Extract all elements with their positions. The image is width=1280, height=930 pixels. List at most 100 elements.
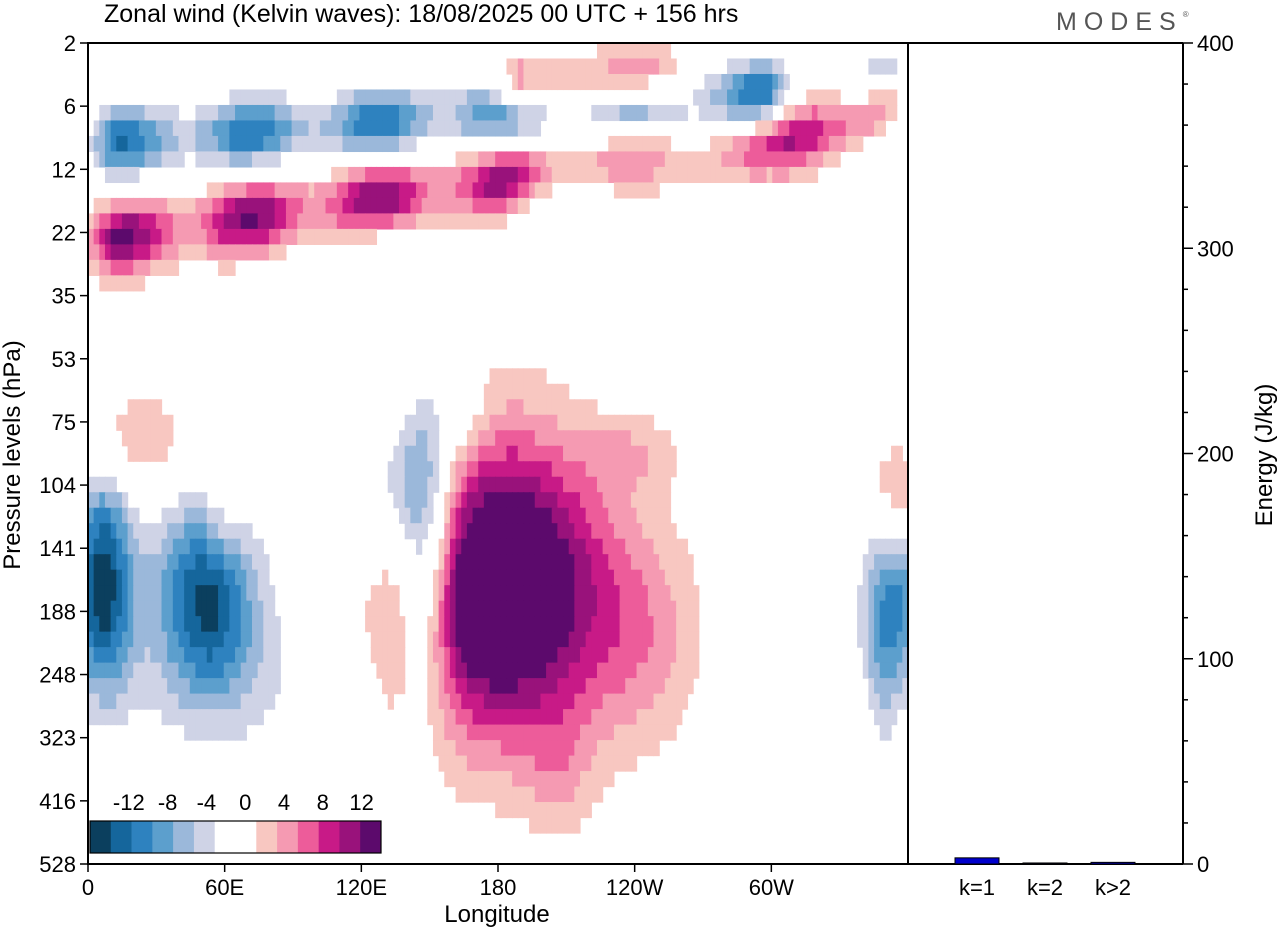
heatmap-cell	[212, 647, 219, 664]
heatmap-cell	[240, 600, 247, 617]
heatmap-cell	[517, 492, 525, 509]
heatmap-cell	[382, 616, 389, 633]
heatmap-cell	[229, 569, 236, 586]
heatmap-cell	[223, 585, 230, 602]
heatmap-cell	[421, 399, 428, 416]
heatmap-cell	[246, 631, 253, 648]
heatmap-cell	[896, 600, 903, 617]
heatmap-cell	[370, 89, 378, 106]
heatmap-cell	[121, 523, 129, 540]
heatmap-cell	[370, 631, 378, 648]
heatmap-cell	[263, 89, 270, 106]
heatmap-cell	[285, 182, 293, 199]
heatmap-cell	[551, 600, 558, 617]
heatmap-cell	[150, 662, 157, 679]
heatmap-cell	[500, 523, 508, 540]
heatmap-cell	[879, 724, 886, 741]
heatmap-cell	[744, 104, 751, 122]
heatmap-cell	[602, 740, 609, 757]
heatmap-cell	[563, 585, 570, 602]
heatmap-cell	[449, 213, 457, 230]
heatmap-cell	[229, 135, 236, 153]
heatmap-cell	[489, 507, 496, 524]
heatmap-cell	[557, 476, 564, 493]
heatmap-cell	[416, 197, 423, 214]
heatmap-cell	[110, 259, 117, 276]
heatmap-cell	[133, 600, 140, 617]
heatmap-cell	[121, 120, 129, 137]
heatmap-cell	[546, 709, 553, 726]
heatmap-cell	[218, 569, 225, 586]
heatmap-cell	[596, 724, 604, 741]
heatmap-cell	[840, 135, 847, 153]
heatmap-cell	[568, 616, 575, 633]
heatmap-cell	[563, 678, 570, 695]
heatmap-cell	[104, 631, 112, 648]
heatmap-cell	[585, 414, 592, 431]
heatmap-cell	[585, 740, 592, 757]
heatmap-cell	[602, 569, 609, 586]
heatmap-cell	[568, 414, 575, 431]
heatmap-cell	[789, 135, 796, 153]
heatmap-cell	[387, 135, 394, 153]
heatmap-cell	[681, 631, 689, 648]
heatmap-cell	[512, 569, 519, 586]
heatmap-cell	[359, 197, 366, 214]
heatmap-cell	[727, 166, 734, 184]
heatmap-cell	[613, 554, 621, 571]
heatmap-cell	[619, 740, 626, 757]
heatmap-cell	[653, 585, 660, 602]
heatmap-cell	[257, 135, 264, 153]
heatmap-cell	[868, 600, 875, 617]
heatmap-cell	[760, 166, 768, 184]
heatmap-cell	[161, 507, 168, 524]
heatmap-cell	[127, 399, 134, 416]
heatmap-cell	[150, 616, 157, 633]
heatmap-cell	[512, 73, 519, 91]
heatmap-cell	[268, 120, 276, 137]
colorbar: -12 -8 -4 0 4 8 12	[89, 784, 383, 855]
heatmap-cell	[585, 538, 592, 555]
heatmap-cell	[676, 693, 683, 710]
heatmap-cell	[534, 662, 542, 679]
heatmap-cell	[404, 104, 411, 122]
heatmap-cell	[755, 58, 762, 75]
heatmap-cell	[636, 631, 643, 648]
heatmap-cell	[563, 647, 570, 664]
heatmap-cell	[212, 662, 219, 679]
heatmap-cell	[879, 585, 886, 602]
heatmap-cell	[246, 104, 253, 122]
heatmap-cell	[144, 569, 151, 586]
heatmap-cell	[546, 461, 553, 478]
heatmap-cell	[274, 662, 281, 679]
heatmap-cell	[546, 554, 553, 571]
heatmap-cell	[568, 461, 575, 478]
heatmap-cell	[760, 73, 768, 91]
heatmap-cell	[410, 523, 417, 540]
energy-tick-label: 300	[1197, 236, 1234, 261]
heatmap-cell	[421, 182, 428, 199]
heatmap-cell	[693, 585, 700, 602]
heatmap-cell	[749, 166, 756, 184]
heatmap-cell	[229, 182, 236, 199]
heatmap-cell	[710, 104, 717, 122]
heatmap-cell	[591, 461, 598, 478]
heatmap-cell	[574, 631, 581, 648]
heatmap-cell	[523, 197, 530, 214]
heatmap-cell	[382, 104, 389, 122]
heatmap-cell	[99, 213, 106, 230]
heatmap-cell	[642, 476, 649, 493]
heatmap-cell	[693, 631, 700, 648]
bar-category-label: k=2	[1027, 875, 1063, 900]
heatmap-cell	[195, 693, 202, 710]
heatmap-cell	[557, 523, 564, 540]
heatmap-cell	[636, 507, 643, 524]
heatmap-cell	[257, 693, 264, 710]
heatmap-cell	[161, 709, 168, 726]
heatmap-cell	[155, 445, 163, 462]
heatmap-cell	[370, 600, 378, 617]
heatmap-cell	[438, 631, 445, 648]
heatmap-cell	[489, 476, 496, 493]
heatmap-cell	[546, 569, 553, 586]
heatmap-cell	[206, 213, 214, 230]
